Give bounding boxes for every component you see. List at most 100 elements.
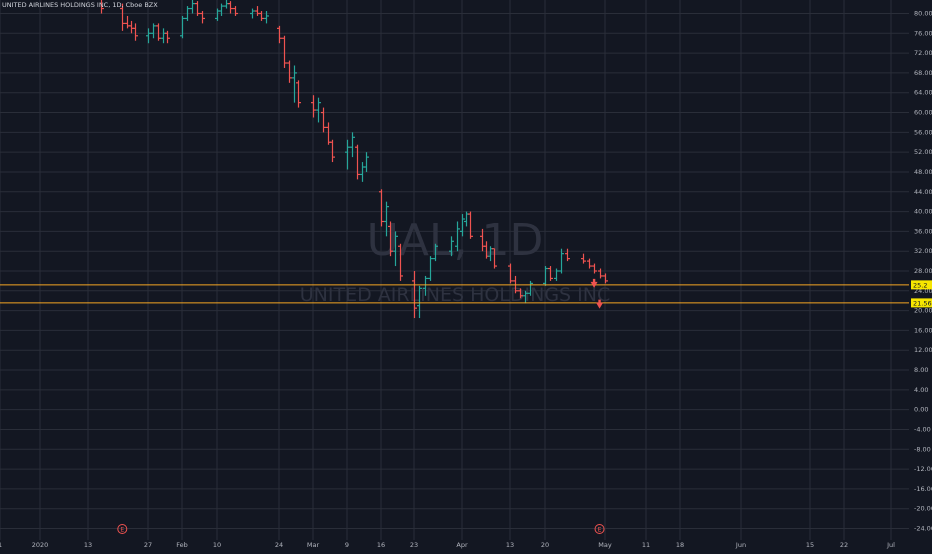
ohlc-bar xyxy=(554,268,559,281)
time-axis-background xyxy=(0,540,932,550)
time-axis-label: 10 xyxy=(213,541,221,549)
ohlc-bar xyxy=(543,266,548,286)
sell-signal-stem xyxy=(592,278,596,283)
ohlc-bar xyxy=(233,6,238,16)
price-axis[interactable]: 80.00 76.00 72.00 68.00 64.00 60.00 56.00 52.00… xyxy=(909,0,932,550)
ohlc-bar xyxy=(185,6,190,21)
ohlc-bar xyxy=(528,280,533,296)
ohlc-bar xyxy=(393,231,398,267)
time-axis-label: Jul xyxy=(886,541,895,549)
price-axis-label: -24.00 xyxy=(914,525,932,533)
ohlc-bar xyxy=(460,214,465,237)
horizontal-levels[interactable] xyxy=(0,284,909,304)
ohlc-bar xyxy=(156,23,161,41)
ohlc-bar xyxy=(292,65,297,103)
ohlc-bar xyxy=(508,263,513,284)
ohlc-bar xyxy=(180,15,185,39)
earnings-marker-label: E xyxy=(598,527,602,534)
ohlc-bar xyxy=(364,152,369,172)
price-axis-label: 4.00 xyxy=(914,386,928,394)
ohlc-bar xyxy=(151,23,156,39)
price-axis-label: -16.00 xyxy=(914,485,932,493)
ohlc-bar xyxy=(455,221,460,252)
ohlc-bar xyxy=(398,243,403,281)
price-axis-label: -4.00 xyxy=(914,425,931,433)
ohlc-bar xyxy=(449,236,454,257)
ohlc-bar xyxy=(518,288,523,299)
price-axis-label: 12.00 xyxy=(914,346,932,354)
price-axis-label: 52.00 xyxy=(914,148,932,156)
watermark-company: UNITED AIRLINES HOLDINGS INC xyxy=(300,284,611,306)
time-axis-label: 22 xyxy=(840,541,848,549)
ohlc-bar xyxy=(296,80,301,108)
price-bars xyxy=(100,0,608,319)
ohlc-bar xyxy=(345,139,350,170)
time-axis-label: Mar xyxy=(307,541,320,549)
ohlc-bar xyxy=(250,8,255,19)
ohlc-bar xyxy=(350,132,355,158)
time-axis-label: 18 xyxy=(676,541,684,549)
symbol-title: UNITED AIRLINES HOLDINGS INC, 1D, Cboe B… xyxy=(2,1,158,9)
sell-signal-arrow[interactable] xyxy=(596,302,604,309)
ohlc-bar xyxy=(100,0,104,14)
earnings-marker[interactable] xyxy=(117,524,128,534)
sell-signal-stem xyxy=(598,299,601,304)
price-axis-label: 64.00 xyxy=(914,89,932,97)
earnings-marker[interactable] xyxy=(594,524,605,534)
ohlc-bar xyxy=(548,266,553,281)
price-axis-label: 72.00 xyxy=(914,49,932,57)
price-axis-label: 48.00 xyxy=(914,168,932,176)
time-axis-label: 27 xyxy=(144,541,152,549)
price-axis-label: 0.00 xyxy=(914,406,928,414)
time-axis-label: May xyxy=(598,541,612,549)
price-axis-background xyxy=(909,0,932,550)
ohlc-bar xyxy=(195,1,200,16)
grid xyxy=(0,0,909,540)
watermark: UAL, 1D UNITED AIRLINES HOLDINGS INC xyxy=(300,215,611,306)
ohlc-bar xyxy=(468,211,473,239)
price-axis-label: 80.00 xyxy=(914,10,932,18)
price-axis-label: 68.00 xyxy=(914,69,932,77)
ohlc-bar xyxy=(120,3,125,31)
ohlc-bar xyxy=(264,11,269,24)
time-axis-label: Apr xyxy=(456,541,468,549)
ohlc-bar xyxy=(133,23,138,41)
ohlc-bar xyxy=(581,253,586,264)
time-axis-label: Jun xyxy=(735,541,746,549)
earnings-marker-label: E xyxy=(120,527,124,534)
level-price-label-bg[interactable] xyxy=(911,298,932,308)
ohlc-bar xyxy=(592,263,597,274)
price-axis-label: -20.00 xyxy=(914,505,932,513)
ohlc-bar xyxy=(282,35,287,68)
ohlc-bar xyxy=(379,189,384,227)
time-axis[interactable]: 1 2020 13 27 Feb 10 24 Mar 9 16 23 Apr 13 20 May 11 18 Ju… xyxy=(0,540,932,550)
price-axis-label: 32.00 xyxy=(914,247,932,255)
ohlc-bar xyxy=(228,1,233,14)
ohlc-bar xyxy=(598,268,603,279)
time-axis-label: 1 xyxy=(0,541,2,549)
price-axis-label: 56.00 xyxy=(914,128,932,136)
signal-markers[interactable] xyxy=(590,278,604,309)
level-price-label: 21.56 xyxy=(913,299,932,307)
price-axis-label: 20.00 xyxy=(914,307,932,315)
time-axis-label: 16 xyxy=(377,541,385,549)
time-axis-label: 2020 xyxy=(32,541,49,549)
sell-signal-arrow[interactable] xyxy=(590,281,598,288)
ohlc-bar xyxy=(316,97,321,123)
price-axis-label: -8.00 xyxy=(914,445,931,453)
time-axis-label: 23 xyxy=(410,541,418,549)
ohlc-bar xyxy=(433,243,438,262)
ohlc-bar xyxy=(200,11,205,24)
level-price-label-bg[interactable] xyxy=(911,280,932,290)
ohlc-bar xyxy=(219,3,224,16)
ohlc-bar xyxy=(384,201,389,237)
ohlc-bar xyxy=(355,144,360,180)
ohlc-bar xyxy=(565,248,570,262)
ohlc-bar xyxy=(587,258,592,269)
ohlc-bar xyxy=(412,271,417,319)
ohlc-bar xyxy=(492,248,497,269)
